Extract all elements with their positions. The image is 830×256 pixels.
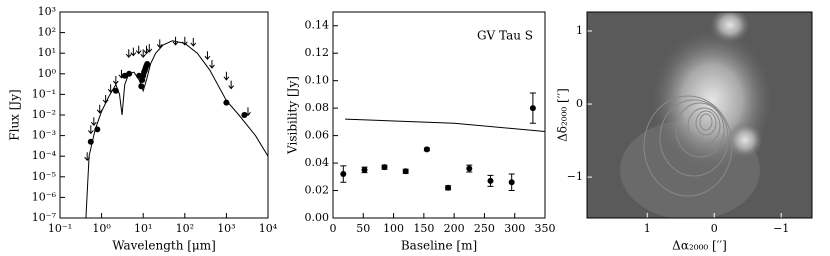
y-tick-label: 0.02 bbox=[305, 184, 330, 197]
x-tick-label: 200 bbox=[444, 222, 465, 235]
upper-limit bbox=[172, 36, 179, 46]
x-axis-label: Wavelength [μm] bbox=[112, 239, 216, 253]
plot-frame bbox=[332, 11, 546, 219]
y-tick-label: 0.06 bbox=[305, 129, 330, 142]
upper-limit bbox=[181, 36, 188, 46]
upper-limit bbox=[156, 39, 163, 49]
annotation: GV Tau S bbox=[477, 29, 533, 43]
data-point bbox=[340, 171, 347, 178]
x-tick-label: 50 bbox=[356, 222, 370, 235]
plot-frame bbox=[586, 11, 813, 219]
upper-limit bbox=[96, 104, 103, 114]
upper-limit bbox=[84, 152, 91, 161]
upper-limit bbox=[228, 80, 235, 90]
x-tick-label: 300 bbox=[504, 222, 525, 235]
upper-limit bbox=[125, 49, 132, 58]
upper-limit bbox=[90, 117, 97, 126]
y-tick-label: 1 bbox=[576, 24, 583, 37]
y-tick-label: 10⁻³ bbox=[32, 129, 56, 142]
upper-limit bbox=[87, 125, 94, 135]
upper-limit bbox=[107, 84, 114, 93]
y-tick-label: 0.08 bbox=[305, 101, 330, 114]
x-tick-label: 10⁰ bbox=[92, 222, 111, 235]
y-tick-label: 0 bbox=[576, 97, 583, 110]
x-tick-label: 10⁴ bbox=[259, 222, 278, 235]
upper-limit bbox=[223, 71, 230, 81]
data-point bbox=[445, 184, 452, 191]
x-tick-label: 100 bbox=[383, 222, 404, 235]
x-tick-label: 350 bbox=[535, 222, 556, 235]
x-axis-label: Baseline [m] bbox=[401, 239, 477, 253]
y-axis-label: Δδ₂₀₀₀ [′′] bbox=[556, 88, 570, 142]
y-tick-label: 0.12 bbox=[305, 46, 330, 59]
data-point bbox=[508, 179, 515, 186]
y-tick-label: 10⁻⁶ bbox=[32, 190, 57, 203]
y-axis-label: Visibility [Jy] bbox=[286, 76, 300, 155]
data-point bbox=[466, 165, 473, 172]
data-point bbox=[112, 87, 119, 94]
contours bbox=[643, 95, 733, 197]
plot-frame bbox=[59, 11, 269, 219]
y-tick-label: 0.04 bbox=[305, 156, 330, 169]
upper-limit bbox=[140, 49, 147, 58]
y-tick-label: 10³ bbox=[38, 5, 56, 18]
upper-limit bbox=[209, 59, 215, 69]
x-tick-label: 1 bbox=[644, 222, 651, 235]
data-point bbox=[402, 168, 409, 175]
data-point bbox=[87, 138, 94, 145]
y-tick-label: 10⁻¹ bbox=[32, 87, 56, 100]
upper-limit bbox=[204, 51, 211, 60]
x-tick-label: 10¹ bbox=[134, 222, 152, 235]
model-curve bbox=[345, 118, 546, 132]
upper-limit bbox=[190, 37, 197, 47]
model-curve bbox=[85, 40, 269, 219]
upper-limit bbox=[143, 45, 150, 55]
data-point bbox=[381, 164, 388, 171]
data-point bbox=[138, 83, 145, 90]
x-tick-label: 0 bbox=[711, 222, 718, 235]
data-point bbox=[144, 60, 151, 67]
upper-limit bbox=[112, 76, 119, 85]
upper-limit bbox=[102, 94, 109, 104]
y-tick-label: 0.10 bbox=[305, 74, 330, 87]
y-tick-label: 10⁻⁵ bbox=[32, 170, 56, 183]
y-tick-label: 10¹ bbox=[38, 46, 56, 59]
y-tick-label: 10⁰ bbox=[38, 67, 57, 80]
image bbox=[587, 12, 812, 218]
y-tick-label: 10² bbox=[38, 26, 56, 39]
y-tick-label: 0.00 bbox=[305, 211, 330, 224]
x-tick-label: 10⁻¹ bbox=[48, 222, 72, 235]
data-point bbox=[423, 146, 430, 153]
y-tick-label: 0.14 bbox=[305, 19, 330, 32]
x-tick-label: 0 bbox=[330, 222, 337, 235]
y-tick-label: −1 bbox=[567, 170, 583, 183]
upper-limit bbox=[146, 43, 153, 53]
data-point bbox=[223, 99, 230, 106]
data-point bbox=[529, 105, 536, 112]
data-point bbox=[94, 126, 101, 133]
y-tick-label: 10⁻⁴ bbox=[32, 149, 57, 162]
x-axis-label: Δα₂₀₀₀ [′′] bbox=[672, 239, 727, 253]
x-tick-label: 10³ bbox=[217, 222, 235, 235]
data-point bbox=[241, 112, 248, 118]
y-axis-label: Flux [Jy] bbox=[8, 89, 22, 140]
data-point bbox=[487, 177, 494, 184]
data-point bbox=[126, 70, 133, 77]
upper-limit bbox=[135, 45, 142, 55]
y-tick-label: 10⁻² bbox=[32, 108, 56, 121]
x-tick-label: 10² bbox=[176, 222, 194, 235]
upper-limit bbox=[130, 47, 137, 57]
x-tick-label: −1 bbox=[773, 222, 789, 235]
data-point bbox=[361, 166, 368, 173]
x-tick-label: 250 bbox=[474, 222, 495, 235]
x-tick-label: 150 bbox=[413, 222, 434, 235]
y-tick-label: 10⁻⁷ bbox=[32, 211, 57, 224]
